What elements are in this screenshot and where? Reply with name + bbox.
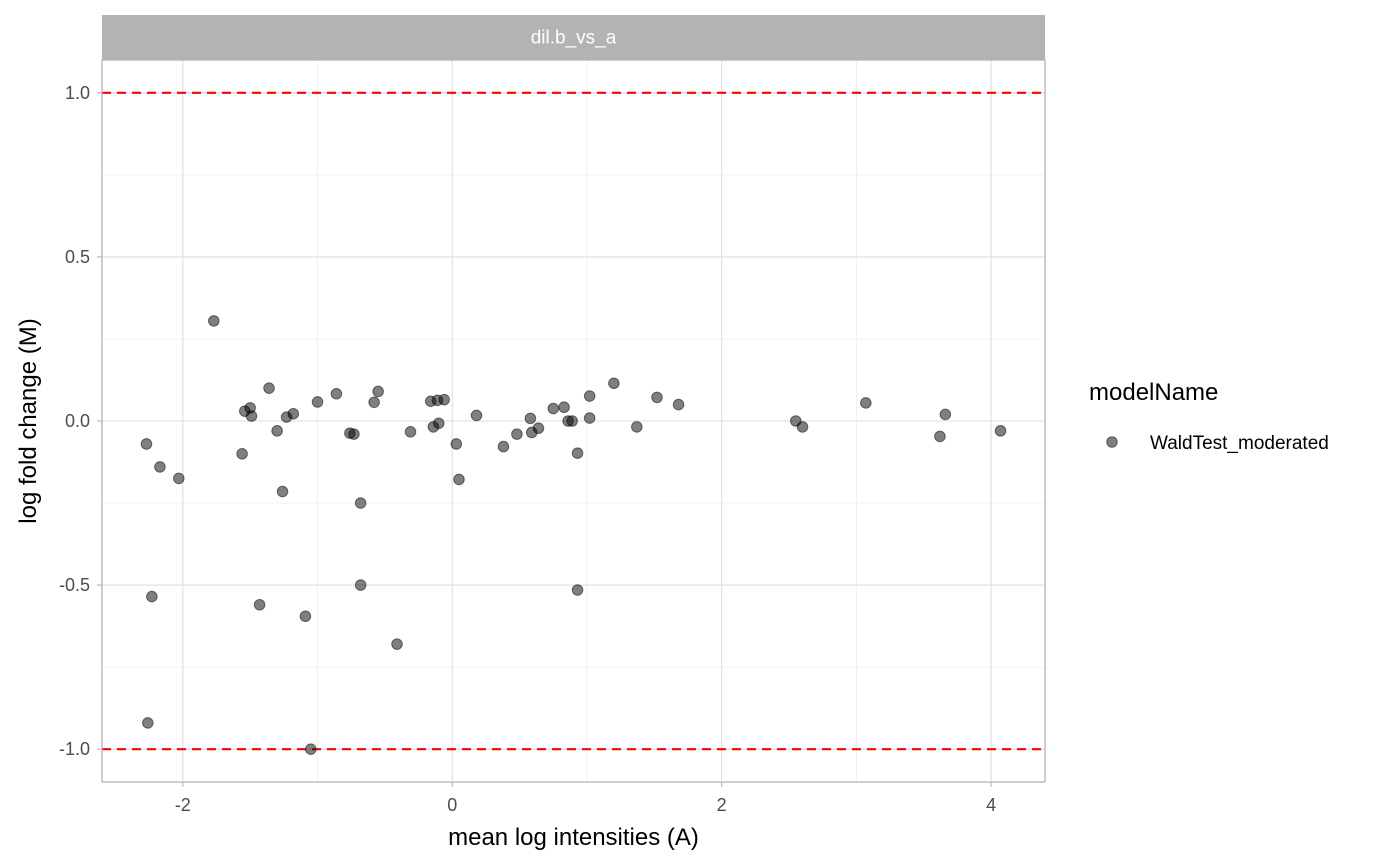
data-point	[391, 638, 403, 650]
data-point	[154, 461, 166, 473]
data-point	[404, 426, 417, 438]
data-point	[994, 425, 1007, 437]
y-tick-label: 0.5	[65, 247, 90, 267]
legend-title: modelName	[1089, 379, 1218, 406]
data-point	[450, 438, 463, 450]
data-point	[368, 396, 380, 409]
data-point	[651, 391, 663, 404]
data-point	[354, 497, 367, 509]
data-point	[511, 428, 523, 440]
reference-lines	[102, 91, 1045, 751]
legend-entries: WaldTest_moderated	[1106, 433, 1329, 454]
x-axis: -2 0 2 4	[175, 782, 996, 815]
data-point	[438, 393, 450, 406]
data-point	[236, 448, 248, 460]
y-axis-title: log fold change (M)	[15, 318, 42, 523]
data-point	[547, 402, 560, 415]
data-point	[672, 398, 685, 411]
data-point	[432, 417, 445, 430]
data-point	[311, 396, 324, 408]
x-tick-label: 0	[447, 795, 457, 815]
x-tick-label: 4	[986, 795, 996, 815]
data-point	[287, 407, 300, 420]
data-point	[583, 390, 596, 402]
x-tick-label: 2	[717, 795, 727, 815]
data-point	[253, 598, 266, 611]
data-point	[263, 382, 275, 394]
data-point	[172, 472, 185, 485]
y-tick-label: -1.0	[59, 739, 90, 759]
data-point	[453, 473, 465, 486]
data-point	[934, 430, 946, 443]
y-axis: -1.0 -0.5 0.0 0.5 1.0	[59, 83, 102, 759]
data-point	[571, 584, 584, 596]
facet-strip-label: dil.b_vs_a	[531, 28, 617, 49]
data-point	[146, 590, 158, 603]
data-point	[497, 440, 510, 453]
y-tick-label: 0.0	[65, 411, 90, 431]
facet-strip	[102, 15, 1045, 60]
scatter-points	[140, 315, 1007, 755]
data-point	[608, 377, 620, 390]
data-point	[566, 415, 578, 427]
y-tick-label: -0.5	[59, 575, 90, 595]
data-point	[271, 425, 283, 437]
data-point	[245, 410, 258, 422]
data-point	[571, 447, 584, 459]
data-point	[330, 387, 343, 400]
legend: modelName WaldTest_moderated	[1089, 379, 1329, 454]
data-point	[524, 412, 537, 425]
y-tick-label: 1.0	[65, 83, 90, 103]
data-point	[860, 397, 872, 409]
x-axis-title: mean log intensities (A)	[448, 824, 699, 851]
data-point	[140, 438, 153, 450]
legend-key-point	[1106, 436, 1118, 448]
data-point	[558, 401, 570, 414]
data-point	[299, 610, 312, 623]
data-point	[631, 421, 643, 433]
data-point	[939, 408, 952, 421]
data-point	[276, 485, 289, 498]
data-point	[372, 385, 384, 398]
data-point	[354, 579, 367, 591]
data-point	[796, 421, 809, 433]
data-point	[583, 412, 596, 424]
legend-entry-label: WaldTest_moderated	[1150, 433, 1329, 454]
x-tick-label: -2	[175, 795, 191, 815]
data-point	[305, 743, 317, 755]
data-point	[532, 422, 545, 435]
data-point	[208, 315, 220, 327]
data-point	[348, 428, 360, 440]
data-point	[142, 717, 154, 729]
data-point	[470, 409, 483, 422]
